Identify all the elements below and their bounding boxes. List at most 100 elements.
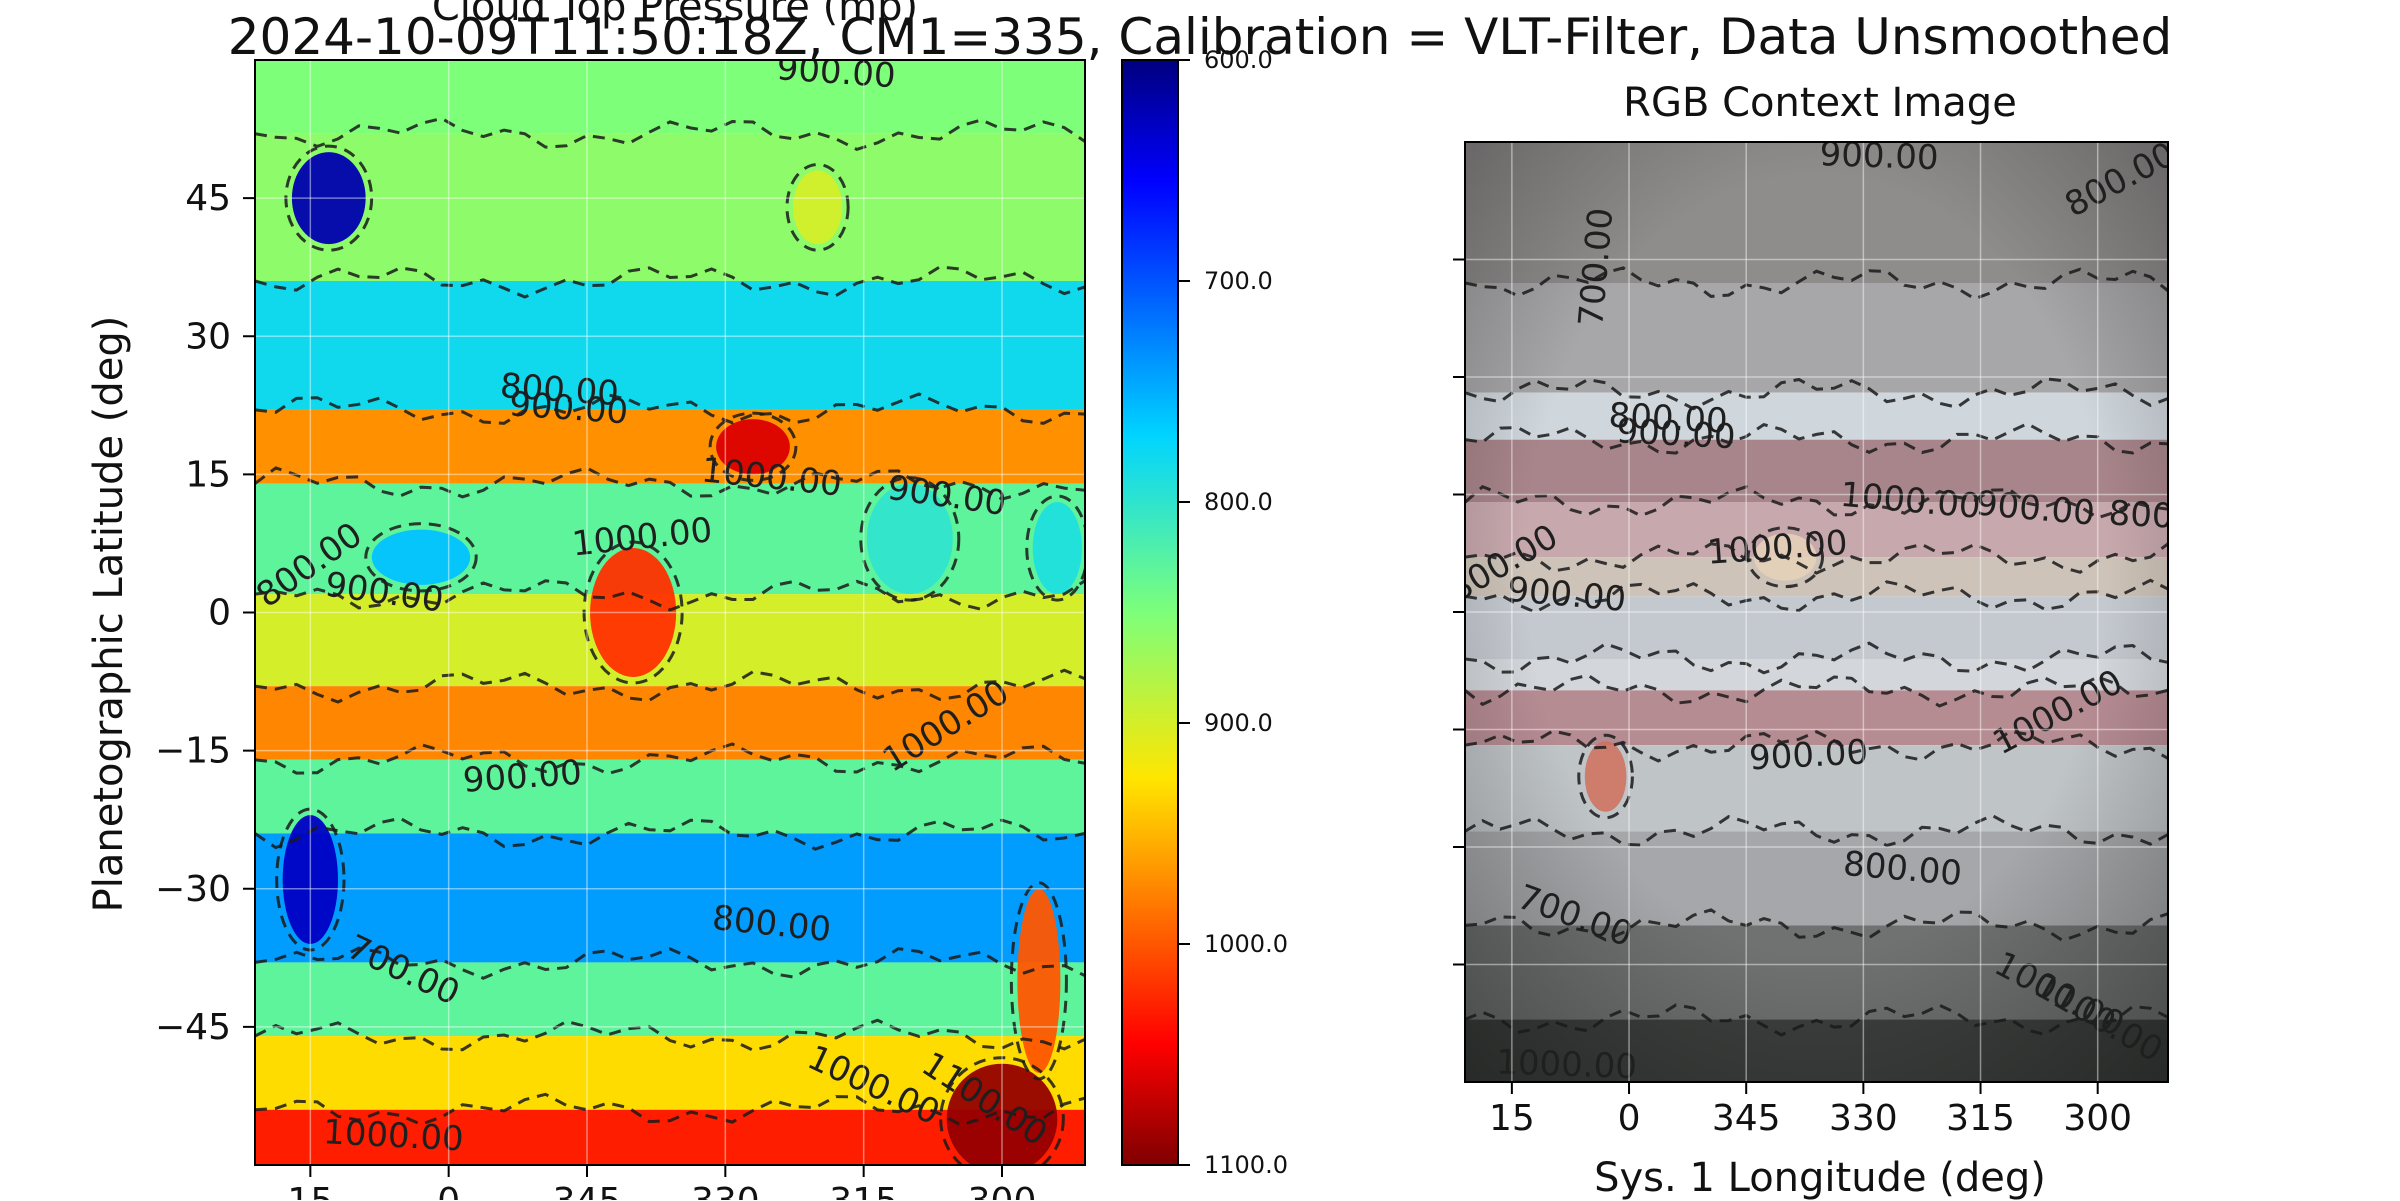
contour-label: 900.00 <box>508 384 629 432</box>
x-tick-label: 330 <box>691 1181 760 1200</box>
x-tick-label: 345 <box>553 1181 622 1200</box>
colorbar-tick-label: 1000.0 <box>1204 930 1288 958</box>
contour-line <box>1465 641 2168 675</box>
colorbar-tick-label: 900.0 <box>1204 709 1273 737</box>
contour-label: 900.00 <box>1819 134 1939 178</box>
contour-line <box>255 816 1085 851</box>
feature-8 <box>946 1063 1058 1165</box>
contour-line <box>255 392 1085 425</box>
vignette <box>1465 142 2168 1082</box>
x-tick-label: 0 <box>1618 1098 1641 1139</box>
right-axes: 15 0 345 330 315 300 <box>1453 258 2132 1139</box>
x-tick-label: 15 <box>1489 1098 1535 1139</box>
y-tick-label: 45 <box>185 178 231 219</box>
contour-line <box>1465 673 2168 708</box>
contour-line <box>1465 484 2168 520</box>
colorbar-tick-label: 600.0 <box>1204 46 1273 74</box>
right-panel-title: RGB Context Image <box>1623 80 2017 126</box>
contour-label: 900.00 <box>1748 732 1869 778</box>
x-tick-label: 15 <box>287 1181 333 1200</box>
x-tick-label: 300 <box>2063 1098 2132 1139</box>
x-tick-label: 315 <box>1946 1098 2015 1139</box>
contour-line <box>255 1018 1085 1052</box>
contour-label: 800.00 <box>2108 493 2229 539</box>
contour-line <box>1465 377 2168 411</box>
right-x-axis-label: Sys. 1 Longitude (deg) <box>1594 1155 2046 1201</box>
contour-label: 800.00 <box>1608 395 1729 441</box>
contour-line <box>1465 422 2168 455</box>
contour-label: 1000.00 <box>1496 1042 1638 1087</box>
feature-4 <box>866 483 953 595</box>
band-2 <box>255 281 1085 410</box>
contour-label: 1000.00 <box>1706 523 1849 573</box>
feature-6 <box>1032 502 1082 595</box>
contour-line <box>1025 494 1085 602</box>
contour-line <box>1465 1003 2168 1037</box>
feature-3 <box>590 548 677 677</box>
y-tick-label: −15 <box>155 731 231 772</box>
colorbar <box>1121 59 1179 1166</box>
contour-line <box>785 163 850 252</box>
x-tick-label: 300 <box>968 1181 1037 1200</box>
band-6 <box>255 686 1085 760</box>
x-tick-label: 330 <box>1829 1098 1898 1139</box>
contour-line <box>1465 813 2168 848</box>
contour-label: 900.00 <box>1616 411 1737 457</box>
colorbar-tick-label: 700.0 <box>1204 267 1273 295</box>
contour-line <box>1465 729 2168 763</box>
contour-line <box>1577 733 1634 820</box>
band-7 <box>255 759 1085 834</box>
x-tick-label: 315 <box>829 1181 898 1200</box>
colorbar-tick-label: 800.0 <box>1204 488 1273 516</box>
feature-9 <box>1017 888 1061 1073</box>
contour-line <box>1465 542 2168 575</box>
contour-line <box>284 144 374 252</box>
y-tick-label: 15 <box>185 454 231 495</box>
contour-line <box>255 265 1085 299</box>
band-9 <box>255 962 1085 1037</box>
y-tick-label: −30 <box>155 869 231 910</box>
contour-line <box>1465 908 2168 943</box>
contour-label: 1000.00 <box>322 1112 465 1159</box>
band-3 <box>255 409 1085 484</box>
contour-line <box>859 476 961 602</box>
contour-line <box>1465 578 2168 614</box>
contour-line <box>582 540 684 685</box>
contour-line <box>255 579 1085 612</box>
rgb-context-image <box>1465 142 2168 1082</box>
pressure-map <box>255 60 1085 1165</box>
contour-line <box>1009 881 1068 1081</box>
left-axes: 15 0 345 330 315 300 45 30 15 0 −15 −30 −45 <box>155 178 1036 1200</box>
feature-1 <box>282 815 339 945</box>
x-tick-label: 0 <box>437 1181 460 1200</box>
feature-2 <box>716 419 790 475</box>
contour-line <box>1746 526 1825 589</box>
contour-line <box>275 807 346 952</box>
contour-line <box>708 411 798 482</box>
contour-line <box>255 116 1085 152</box>
contour-label: 900.00 <box>462 753 583 801</box>
colorbar-ticks: 600.0 700.0 800.0 900.0 1000.0 1100.0 <box>1178 46 1288 1179</box>
band-1 <box>255 133 1085 281</box>
contour-line <box>255 1092 1085 1127</box>
y-tick-label: −45 <box>155 1007 231 1048</box>
figure-suptitle: 2024-10-09T11:50:18Z, CM1=335, Calibrati… <box>227 8 2173 66</box>
x-tick-label: 345 <box>1712 1098 1781 1139</box>
left-panel-title: Cloud Top Pressure (mb) <box>431 0 919 30</box>
feature-7 <box>792 170 843 245</box>
contour-line <box>255 466 1085 501</box>
contour-line <box>255 668 1085 704</box>
feature-0 <box>291 152 366 245</box>
contour-line <box>255 946 1085 980</box>
band-10 <box>255 1036 1085 1110</box>
y-tick-label: 30 <box>185 316 231 357</box>
contour-line <box>1465 266 2168 301</box>
contour-line <box>364 522 478 593</box>
band-8 <box>255 833 1085 963</box>
contour-line <box>255 742 1085 776</box>
feature-5 <box>371 529 471 585</box>
y-tick-label: 0 <box>208 593 231 634</box>
contour-line <box>939 1056 1065 1165</box>
contour-label: 800.00 <box>499 366 620 414</box>
